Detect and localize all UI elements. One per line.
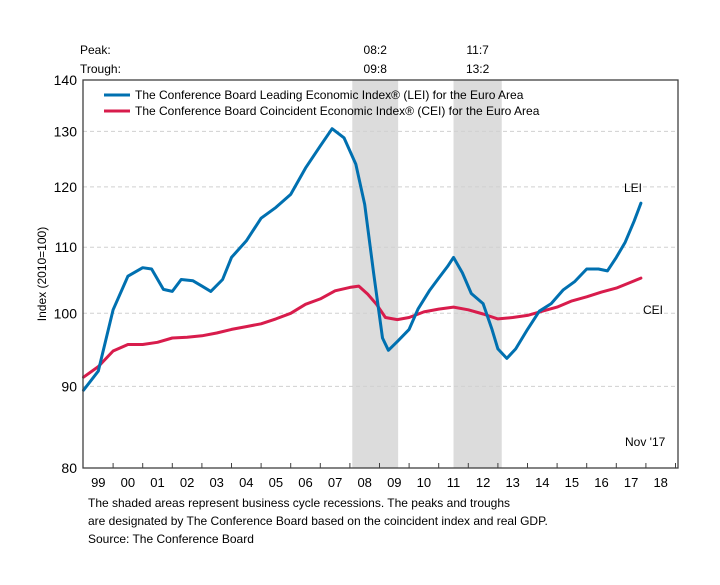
x-tick-label: 02 bbox=[180, 475, 194, 490]
y-tick-label: 130 bbox=[54, 123, 78, 139]
x-tick-label: 18 bbox=[653, 475, 667, 490]
y-axis-label: Index (2010=100) bbox=[35, 227, 49, 321]
x-tick-label: 17 bbox=[624, 475, 638, 490]
footnote-line-1: The shaded areas represent business cycl… bbox=[88, 496, 511, 510]
recession-band bbox=[453, 80, 502, 468]
x-tick-label: 01 bbox=[150, 475, 164, 490]
legend: The Conference Board Leading Economic In… bbox=[104, 88, 540, 118]
y-axis-ticks: 80 90 100 110 120 130 140 bbox=[54, 72, 78, 476]
x-tick-label: 13 bbox=[505, 475, 519, 490]
y-tick-label: 110 bbox=[55, 239, 78, 255]
series-line-lei bbox=[82, 127, 643, 392]
y-tick-label: 100 bbox=[54, 305, 78, 321]
x-tick-label: 04 bbox=[239, 475, 253, 490]
x-tick-label: 10 bbox=[417, 475, 431, 490]
y-tick-label: 120 bbox=[54, 179, 78, 195]
lei-annotation: LEI bbox=[624, 181, 642, 195]
series-lines bbox=[82, 127, 643, 392]
x-tick-label: 07 bbox=[328, 475, 342, 490]
footnote-line-2: are designated by The Conference Board b… bbox=[88, 514, 548, 528]
legend-label-lei: The Conference Board Leading Economic In… bbox=[135, 88, 524, 102]
series-line-cei bbox=[82, 276, 643, 379]
x-tick-label: 14 bbox=[535, 475, 549, 490]
recession-trough-date: 09:8 bbox=[364, 62, 388, 76]
recession-peak-date: 08:2 bbox=[364, 43, 388, 57]
x-tick-label: 05 bbox=[269, 475, 283, 490]
x-tick-label: 15 bbox=[565, 475, 579, 490]
recession-peak-date: 11:7 bbox=[466, 43, 489, 57]
recession-shading-layer bbox=[352, 80, 502, 468]
cei-annotation: CEI bbox=[643, 303, 663, 317]
footnote-line-3: Source: The Conference Board bbox=[88, 532, 254, 546]
date-annotation: Nov '17 bbox=[625, 435, 666, 449]
recession-trough-date: 13:2 bbox=[466, 62, 490, 76]
y-tick-label: 140 bbox=[54, 72, 78, 88]
x-tick-label: 08 bbox=[357, 475, 371, 490]
y-tick-label: 80 bbox=[61, 460, 77, 476]
peak-trough-dates: 08:2 09:8 11:7 13:2 bbox=[364, 43, 490, 76]
x-tick-label: 11 bbox=[447, 475, 461, 490]
x-tick-label: 00 bbox=[121, 475, 135, 490]
trough-label: Trough: bbox=[80, 62, 121, 76]
peak-label: Peak: bbox=[80, 43, 111, 57]
x-tick-label: 16 bbox=[594, 475, 608, 490]
plot-frame bbox=[82, 79, 679, 469]
x-tick-label: 06 bbox=[298, 475, 312, 490]
x-tick-label: 99 bbox=[91, 475, 105, 490]
legend-label-cei: The Conference Board Coincident Economic… bbox=[135, 104, 540, 118]
x-tick-label: 03 bbox=[209, 475, 223, 490]
x-axis-ticks: 99 00 01 02 03 04 05 06 07 08 09 10 11 12 13 14 15 16 17 18 bbox=[91, 463, 676, 490]
x-tick-label: 12 bbox=[476, 475, 490, 490]
y-tick-label: 90 bbox=[61, 378, 77, 394]
x-tick-label: 09 bbox=[387, 475, 401, 490]
